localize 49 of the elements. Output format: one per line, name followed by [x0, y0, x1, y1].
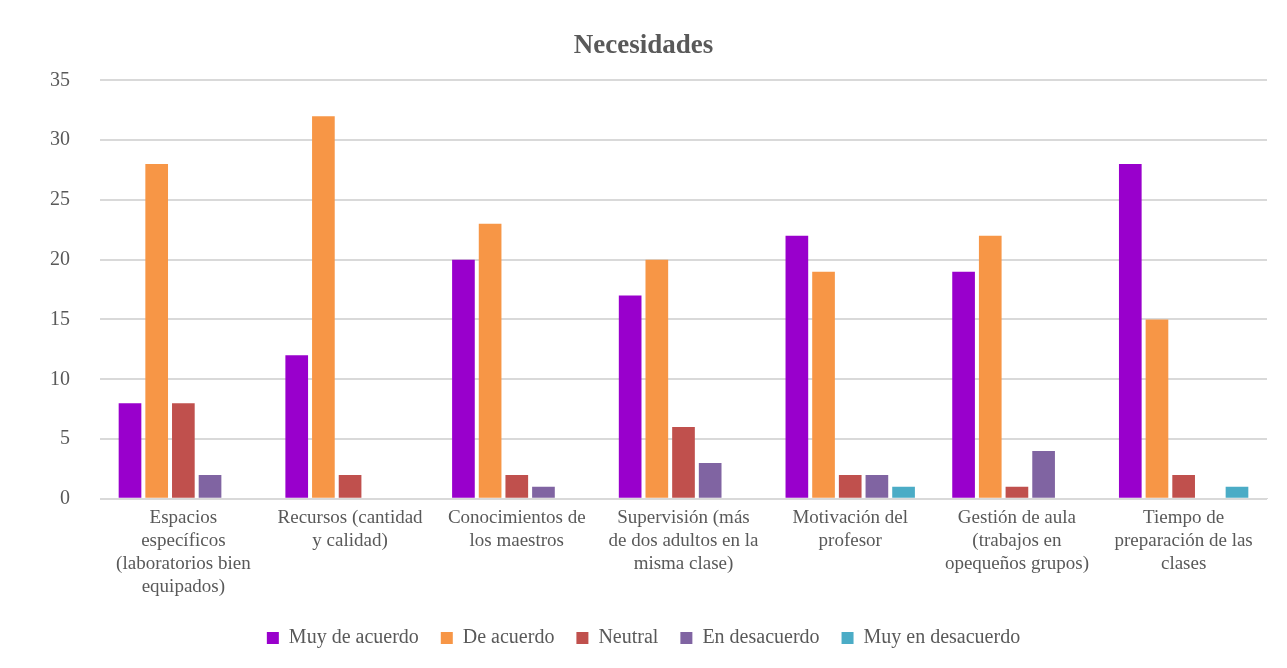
bar	[812, 271, 835, 498]
y-tick-label: 20	[50, 246, 70, 269]
y-tick-label: 30	[50, 127, 70, 150]
chart-title: Necesidades	[573, 29, 714, 60]
bar	[118, 403, 142, 498]
bar	[785, 235, 809, 498]
bar	[172, 403, 195, 498]
y-tick-label: 0	[60, 486, 70, 509]
bar	[505, 474, 529, 498]
x-tick-label: Supervisión (más de dos adultos en la misma clase)	[608, 506, 759, 574]
bar	[698, 462, 722, 498]
x-tick-label: Conocimientos de los maestros	[447, 506, 586, 550]
legend-label: Muy en desacuerdo	[863, 625, 1021, 649]
y-tick-label: 5	[60, 426, 70, 449]
bar	[1145, 319, 1169, 498]
bar	[1032, 450, 1055, 498]
bar	[952, 271, 975, 498]
bar	[1005, 486, 1029, 498]
bar	[452, 259, 475, 498]
legend-label: Neutral	[598, 625, 659, 648]
x-tick-label: Motivación del profesor	[792, 506, 908, 550]
bar	[1225, 486, 1249, 498]
x-tick-label: Recursos (cantidad y calidad)	[277, 506, 424, 551]
bar	[532, 486, 555, 498]
bar	[145, 164, 169, 498]
y-tick-label: 35	[50, 67, 70, 90]
bar	[838, 474, 862, 498]
bar	[672, 427, 695, 498]
bar	[1118, 164, 1142, 498]
legend-label: En desacuerdo	[702, 625, 820, 648]
bar	[338, 474, 362, 498]
x-tick-label: Tiempo de preparación de las clases	[1114, 506, 1253, 573]
x-tick-label: Gestión de aula (trabajos en opequeños grupos)	[944, 506, 1089, 574]
y-tick-label: 15	[50, 306, 70, 329]
bar	[1172, 474, 1195, 498]
bar	[978, 235, 1002, 498]
bar	[865, 474, 889, 498]
bar	[645, 259, 669, 498]
legend-label: De acuerdo	[462, 625, 555, 648]
y-tick-label: 10	[50, 366, 70, 389]
y-tick-label: 25	[50, 187, 70, 210]
x-tick-label: Espacios específicos (laboratorios bien equipados)	[116, 506, 252, 597]
bar	[198, 474, 222, 498]
bar	[312, 116, 335, 498]
bar	[478, 223, 502, 498]
bar	[892, 486, 915, 498]
legend-label: Muy de acuerdo	[288, 625, 419, 649]
bar	[285, 355, 309, 498]
bar	[618, 295, 642, 498]
